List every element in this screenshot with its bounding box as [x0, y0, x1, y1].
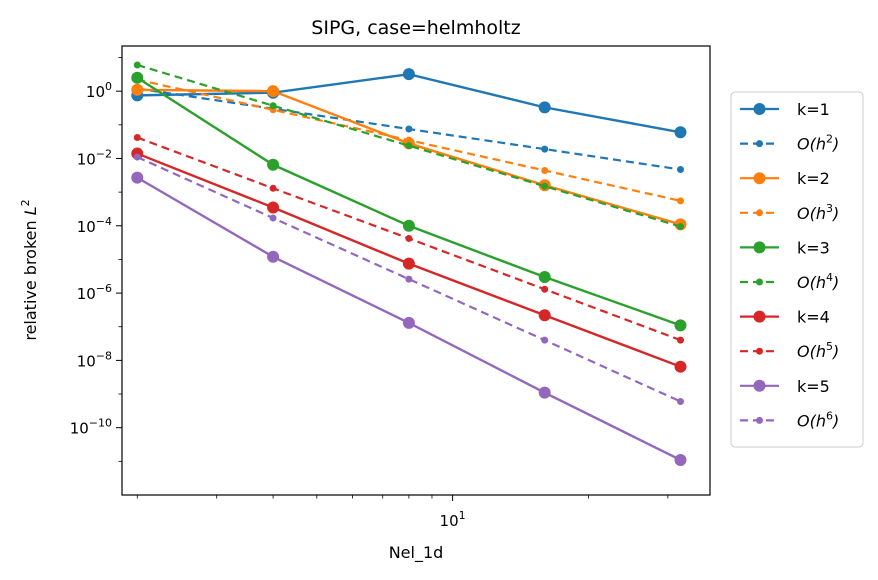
legend-item: O(h6): [740, 409, 839, 430]
data-point: [541, 182, 549, 190]
data-point: [541, 145, 549, 153]
y-axis-label-text: relative broken: [21, 215, 40, 340]
data-point: [131, 83, 144, 96]
series-line: [136, 156, 681, 403]
data-point: [674, 453, 687, 466]
legend: k=1 O(h2) k=2 O(h3) k=3 O(h4) k=4 O(h5) k=5 O(h6): [730, 91, 864, 448]
series-line: [136, 63, 681, 228]
legend-marker: [753, 310, 766, 323]
legend-marker: [756, 209, 763, 217]
y-axis-label: relative broken L2: [19, 199, 40, 340]
series-line: [137, 88, 681, 226]
legend-label: O(h6): [797, 409, 839, 430]
y-tick-label: 10−10: [70, 417, 112, 438]
series-reference-9: [133, 153, 684, 406]
legend-label: k=2: [797, 169, 830, 188]
series-layer: [131, 61, 687, 466]
data-point: [541, 285, 549, 293]
y-tick-label: 10−8: [77, 349, 112, 370]
y-tick-label: 10−6: [77, 282, 112, 303]
legend-item: k=2: [740, 169, 830, 188]
data-point: [676, 223, 684, 231]
data-point: [267, 85, 280, 98]
data-point: [267, 250, 280, 263]
series-4: [131, 71, 687, 332]
data-point: [133, 134, 141, 142]
data-point: [538, 309, 551, 322]
y-tick-label: 100: [86, 80, 112, 101]
x-axis-label: Nel_1d: [389, 543, 444, 563]
legend-marker: [756, 416, 763, 424]
data-point: [402, 316, 415, 329]
data-point: [538, 271, 551, 284]
legend-item: O(h2): [740, 133, 839, 154]
legend-item: O(h4): [740, 271, 839, 292]
data-point: [131, 71, 144, 84]
series-reference-5: [133, 61, 684, 231]
data-point: [676, 398, 684, 406]
legend-item: k=5: [740, 377, 830, 396]
data-point: [402, 257, 415, 270]
data-point: [402, 68, 415, 81]
legend-label: O(h2): [797, 133, 839, 154]
data-point: [541, 166, 549, 174]
data-point: [676, 166, 684, 174]
data-point: [133, 61, 141, 69]
data-point: [541, 336, 549, 344]
legend-marker: [756, 140, 763, 148]
legend-item: O(h3): [740, 202, 839, 223]
data-point: [405, 142, 413, 150]
legend-label: O(h5): [797, 340, 839, 361]
y-axis-label-superscript: 2: [19, 199, 32, 206]
legend-label: k=3: [797, 238, 830, 257]
data-point: [674, 360, 687, 373]
data-point: [676, 336, 684, 344]
legend-label: O(h4): [797, 271, 839, 292]
data-point: [269, 214, 277, 222]
legend-label: k=1: [797, 100, 830, 119]
legend-label: k=5: [797, 377, 830, 396]
data-point: [538, 101, 551, 114]
x-axis: 101: [440, 495, 466, 530]
data-point: [405, 275, 413, 283]
data-point: [405, 234, 413, 242]
legend-item: k=1: [740, 100, 830, 119]
plot-area-frame: [121, 45, 711, 496]
x-tick-label: 101: [440, 509, 466, 530]
data-point: [674, 126, 687, 139]
legend-item: k=3: [740, 238, 830, 257]
data-point: [267, 158, 280, 171]
legend-label: k=4: [797, 308, 830, 327]
data-point: [676, 197, 684, 205]
series-reference-7: [133, 134, 684, 344]
data-point: [405, 136, 413, 144]
legend-item: O(h5): [740, 340, 839, 361]
legend-marker: [756, 278, 763, 286]
chart-title: SIPG, case=helmholtz: [311, 17, 520, 39]
data-point: [405, 125, 413, 133]
data-point: [402, 219, 415, 232]
y-axis: 100 10−2 10−4 10−6 10−8 10−10: [70, 57, 122, 462]
series-6: [131, 147, 687, 373]
series-line: [137, 72, 681, 134]
data-point: [269, 184, 277, 192]
y-axis-label-symbol: L: [21, 206, 40, 215]
legend-marker: [753, 103, 766, 115]
series-8: [131, 171, 687, 466]
legend-item: k=4: [740, 308, 830, 327]
data-point: [267, 201, 280, 214]
data-point: [133, 153, 141, 161]
y-tick-label: 10−2: [77, 147, 112, 168]
y-tick-label: 10−4: [77, 215, 112, 236]
legend-marker: [756, 347, 763, 355]
data-point: [131, 171, 144, 184]
legend-label: O(h3): [797, 202, 839, 223]
legend-marker: [753, 172, 766, 185]
data-point: [674, 319, 687, 332]
legend-marker: [753, 241, 766, 254]
data-point: [538, 386, 551, 399]
legend-marker: [753, 379, 766, 392]
data-point: [269, 102, 277, 110]
